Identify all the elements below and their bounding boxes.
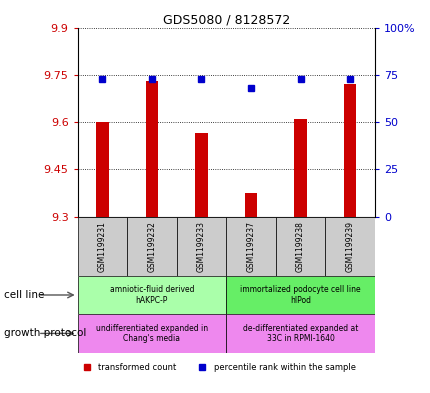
Text: amniotic-fluid derived
hAKPC-P: amniotic-fluid derived hAKPC-P [109,285,194,305]
Text: de-differentiated expanded at
33C in RPMI-1640: de-differentiated expanded at 33C in RPM… [243,324,357,343]
Bar [244,193,257,217]
Text: transformed count: transformed count [98,363,176,372]
Bar [127,217,176,276]
Bar [96,122,108,217]
Bar [77,314,226,353]
Text: immortalized podocyte cell line
hIPod: immortalized podocyte cell line hIPod [240,285,360,305]
Text: GSM1199238: GSM1199238 [295,221,304,272]
Text: undifferentiated expanded in
Chang's media: undifferentiated expanded in Chang's med… [95,324,208,343]
Text: cell line: cell line [4,290,45,300]
Bar [176,217,226,276]
Text: percentile rank within the sample: percentile rank within the sample [214,363,356,372]
Bar [195,133,207,217]
Text: GSM1199237: GSM1199237 [246,221,255,272]
Bar [325,217,374,276]
Text: GSM1199239: GSM1199239 [345,221,354,272]
Text: GSM1199233: GSM1199233 [197,221,206,272]
Bar [275,217,325,276]
Text: GSM1199231: GSM1199231 [98,221,107,272]
Bar [77,276,226,314]
Bar [77,217,127,276]
Bar [343,84,356,217]
Bar [145,81,158,217]
Text: GSM1199232: GSM1199232 [147,221,156,272]
Bar [226,276,374,314]
Bar [226,314,374,353]
Bar [294,119,306,217]
Title: GDS5080 / 8128572: GDS5080 / 8128572 [162,13,289,26]
Bar [226,217,275,276]
Text: growth protocol: growth protocol [4,329,86,338]
